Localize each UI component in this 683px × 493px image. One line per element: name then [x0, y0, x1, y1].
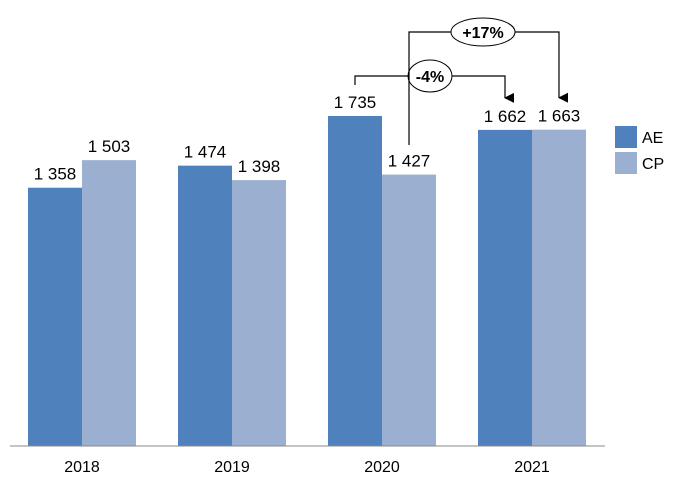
change-label: -4% — [416, 69, 444, 86]
data-label: 1 503 — [88, 137, 131, 156]
bar-ae-2020 — [328, 116, 382, 446]
bar-cp-2020 — [382, 174, 436, 446]
bar-cp-2019 — [232, 180, 286, 447]
bar-ae-2021 — [478, 129, 532, 447]
data-label: 1 427 — [388, 152, 431, 171]
data-label: 1 662 — [484, 107, 527, 126]
change-badge — [450, 17, 516, 47]
bar-cp-2021 — [532, 129, 586, 446]
x-tick-label: 2021 — [514, 459, 550, 476]
legend-label: AE — [642, 130, 663, 147]
data-label: 1 663 — [538, 107, 581, 126]
bar-cp-2018 — [82, 160, 136, 446]
change-badge — [407, 59, 453, 93]
bar-ae-2018 — [28, 187, 82, 446]
legend-swatch-ae — [615, 126, 637, 148]
data-label: 1 735 — [334, 93, 377, 112]
legend-label: CP — [642, 156, 664, 173]
data-label: 1 398 — [238, 157, 281, 176]
change-label: +17% — [462, 25, 503, 42]
x-tick-label: 2020 — [364, 459, 400, 476]
x-tick-label: 2019 — [214, 459, 250, 476]
legend-swatch-cp — [615, 152, 637, 174]
data-label: 1 358 — [34, 165, 77, 184]
data-label: 1 474 — [184, 143, 227, 162]
x-tick-label: 2018 — [64, 459, 100, 476]
bar-ae-2019 — [178, 165, 232, 447]
